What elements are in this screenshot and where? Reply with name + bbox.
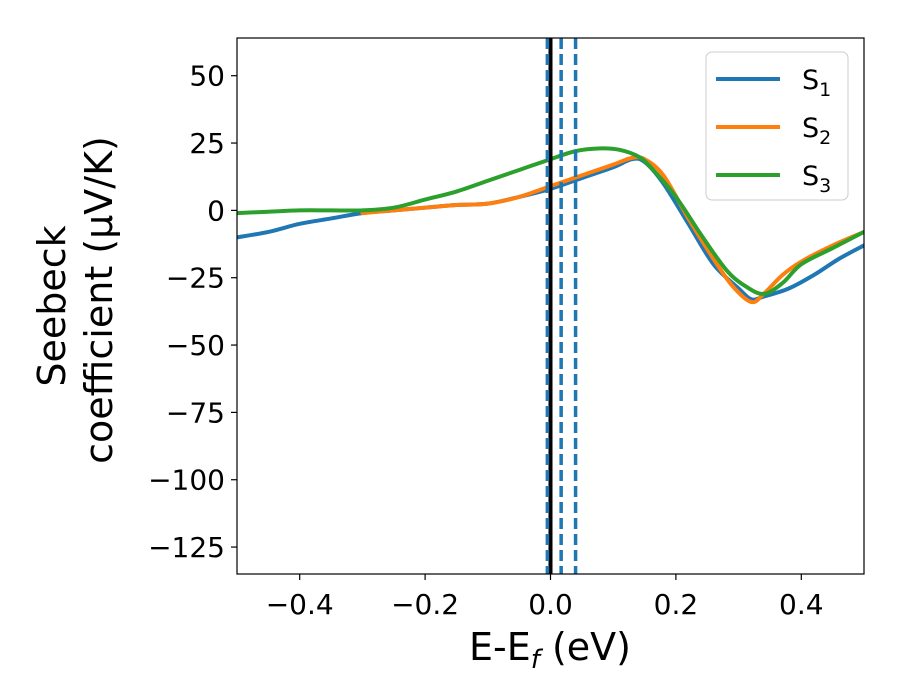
y-tick-label: −75 (166, 396, 225, 429)
y-axis-title-line1: Seebeck (30, 225, 74, 386)
x-tick-label: 0.4 (779, 588, 824, 621)
y-tick-label: 50 (189, 60, 225, 93)
legend-label-s1: S1 (802, 65, 831, 101)
x-tick-label: −0.4 (266, 588, 334, 621)
series-line-s3 (237, 146, 864, 296)
y-tick-label: −125 (148, 531, 225, 564)
plot-layer (237, 38, 864, 574)
y-tick-label: 0 (207, 194, 225, 227)
x-axis-title: E-Ef (eV) (469, 625, 631, 675)
y-tick-label: −50 (166, 329, 225, 362)
x-tick-label: −0.2 (391, 588, 459, 621)
legend-label-s3: S3 (802, 161, 831, 197)
legend-label-s2: S2 (802, 113, 831, 149)
legend: S1 S2 S3 (705, 51, 849, 201)
ticks-layer: −0.4 −0.2 0.0 0.2 0.4 50 25 0 −25 −50 −75 −100 −125 (148, 60, 823, 621)
x-tick-label: 0.2 (654, 588, 699, 621)
y-axis-title-line2: coefficient (μV/K) (77, 136, 121, 464)
y-tick-label: −100 (148, 464, 225, 497)
y-tick-label: −25 (166, 262, 225, 295)
y-tick-label: 25 (189, 127, 225, 160)
x-tick-label: 0.0 (528, 588, 573, 621)
